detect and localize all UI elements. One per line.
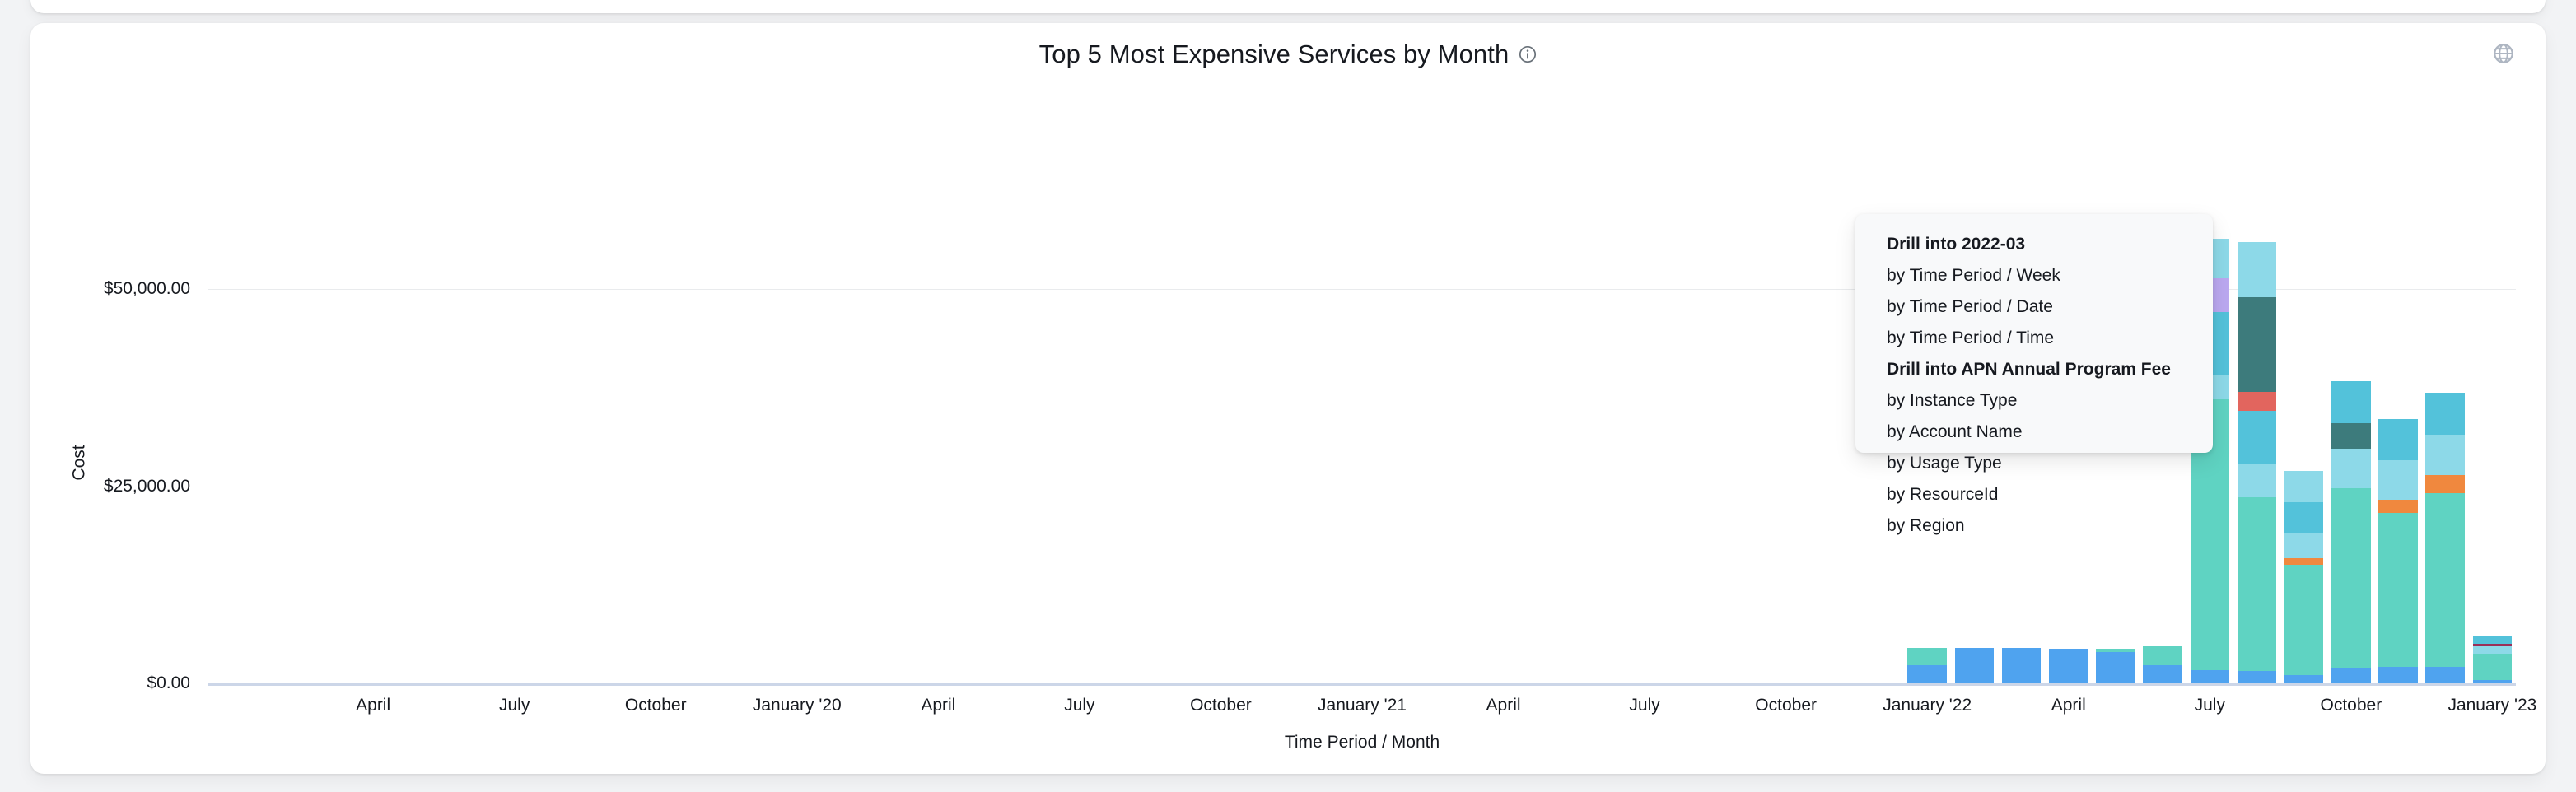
bar-segment[interactable] (2096, 648, 2135, 652)
drill-by-instance-type[interactable]: by Instance Type (1887, 391, 2018, 410)
bar-segment[interactable] (2378, 666, 2418, 683)
x-axis-tick: April (2051, 696, 2086, 715)
previous-card-edge (30, 0, 2546, 13)
drill-by-time-period-week[interactable]: by Time Period / Week (1887, 266, 2060, 285)
bar-segment[interactable] (2049, 648, 2088, 683)
x-axis-tick: October (2320, 696, 2382, 715)
bar-segment[interactable] (1954, 647, 1995, 683)
bar-segment[interactable] (2237, 242, 2277, 298)
bar-segment[interactable] (2237, 497, 2277, 671)
bar-segment[interactable] (2096, 651, 2135, 683)
drill-by-region[interactable]: by Region (1887, 516, 1965, 535)
bar-segment[interactable] (2472, 646, 2513, 654)
bar-segment[interactable] (2331, 667, 2371, 683)
bar-series (208, 239, 2516, 683)
y-axis-label: Cost (69, 445, 89, 481)
chart-card: Top 5 Most Expensive Services by Month (30, 23, 2546, 774)
bar-segment[interactable] (2237, 297, 2277, 392)
x-axis-tick: January '23 (2448, 696, 2537, 715)
bar-segment[interactable] (1907, 647, 1947, 665)
x-axis-baseline (208, 683, 2516, 686)
bar-segment[interactable] (2378, 513, 2418, 667)
bar-segment[interactable] (2284, 470, 2324, 502)
drill-by-account-name[interactable]: by Account Name (1887, 422, 2023, 441)
x-axis-tick: April (356, 696, 391, 715)
chart-bar[interactable] (1954, 647, 1995, 683)
gridline (208, 289, 2516, 291)
x-axis-tick: January '20 (752, 696, 842, 715)
bar-segment[interactable] (2143, 646, 2182, 665)
x-axis-tick: April (1486, 696, 1521, 715)
y-axis-tick: $25,000.00 (103, 476, 190, 496)
y-axis-tick: $0.00 (147, 673, 190, 692)
x-axis-label: Time Period / Month (1284, 733, 1440, 752)
bar-segment[interactable] (2237, 670, 2277, 683)
drill-by-usage-type[interactable]: by Usage Type (1887, 454, 2002, 473)
bar-segment[interactable] (2237, 410, 2277, 464)
bar-segment[interactable] (2425, 475, 2465, 494)
chart-bar[interactable] (2284, 470, 2324, 683)
chart-bar[interactable] (1907, 647, 1947, 683)
x-axis-tick: January '21 (1318, 696, 1407, 715)
chart-bar[interactable] (2378, 419, 2418, 683)
bar-segment[interactable] (2425, 493, 2465, 667)
drill-service-header: Drill into APN Annual Program Fee (1887, 360, 2171, 379)
bar-segment[interactable] (2331, 380, 2371, 424)
chart-bar[interactable] (2001, 647, 2042, 683)
bar-segment[interactable] (2284, 557, 2324, 566)
drill-by-time-period-date[interactable]: by Time Period / Date (1887, 297, 2053, 316)
bar-segment[interactable] (2425, 666, 2465, 683)
bar-segment[interactable] (2237, 464, 2277, 498)
bar-segment[interactable] (2284, 533, 2324, 558)
drill-time-header: Drill into 2022-03 (1887, 235, 2026, 254)
chart-bar[interactable] (2096, 648, 2135, 683)
bar-segment[interactable] (2331, 423, 2371, 449)
chart-bar[interactable] (2472, 635, 2513, 683)
bar-segment[interactable] (1907, 665, 1947, 683)
bar-segment[interactable] (2378, 500, 2418, 514)
drill-by-time-period-time[interactable]: by Time Period / Time (1887, 328, 2055, 347)
x-axis-tick: October (1190, 696, 1252, 715)
x-axis-tick: July (499, 696, 530, 715)
globe-icon[interactable] (2490, 40, 2518, 68)
bar-segment[interactable] (2472, 644, 2513, 647)
plot-area: Cost $0.00 $25,000.00 $50,000.00 April July… (70, 239, 2536, 752)
bar-segment[interactable] (2284, 675, 2324, 683)
bar-segment[interactable] (2331, 448, 2371, 488)
bar-segment[interactable] (2378, 460, 2418, 500)
chart-title-text: Top 5 Most Expensive Services by Month (1038, 40, 1510, 68)
chart-bar[interactable] (2237, 242, 2277, 683)
chart-bar[interactable] (2143, 646, 2182, 683)
x-axis-tick: July (2194, 696, 2225, 715)
bar-segment[interactable] (2472, 653, 2513, 681)
drill-by-resourceid[interactable]: by ResourceId (1887, 485, 1999, 504)
bar-segment[interactable] (2001, 647, 2042, 683)
x-axis-tick: January '22 (1883, 696, 1972, 715)
bar-segment[interactable] (2472, 680, 2513, 683)
info-icon[interactable] (1519, 45, 1537, 63)
page-title: Top 5 Most Expensive Services by Month (30, 40, 2546, 69)
x-axis-tick: October (1755, 696, 1817, 715)
x-axis-tick: July (1064, 696, 1095, 715)
bar-segment[interactable] (2472, 635, 2513, 645)
chart-bar[interactable] (2425, 392, 2465, 683)
bar-segment[interactable] (2143, 665, 2182, 683)
chart-bar[interactable] (2049, 648, 2088, 683)
bar-segment[interactable] (2425, 392, 2465, 435)
bar-segment[interactable] (2237, 391, 2277, 411)
x-axis-tick: April (921, 696, 956, 715)
bar-segment[interactable] (2378, 419, 2418, 461)
chart-bar[interactable] (2331, 380, 2371, 683)
drill-context-menu[interactable]: Drill into 2022-03 by Time Period / Week… (1855, 214, 2213, 535)
bar-segment[interactable] (2425, 434, 2465, 476)
bar-segment[interactable] (2284, 501, 2324, 533)
x-axis-tick: July (1629, 696, 1660, 715)
x-axis-tick: October (624, 696, 687, 715)
bar-segment[interactable] (2190, 669, 2230, 683)
bar-segment[interactable] (2331, 487, 2371, 668)
bar-segment[interactable] (2284, 565, 2324, 676)
y-axis-tick: $50,000.00 (103, 279, 190, 299)
